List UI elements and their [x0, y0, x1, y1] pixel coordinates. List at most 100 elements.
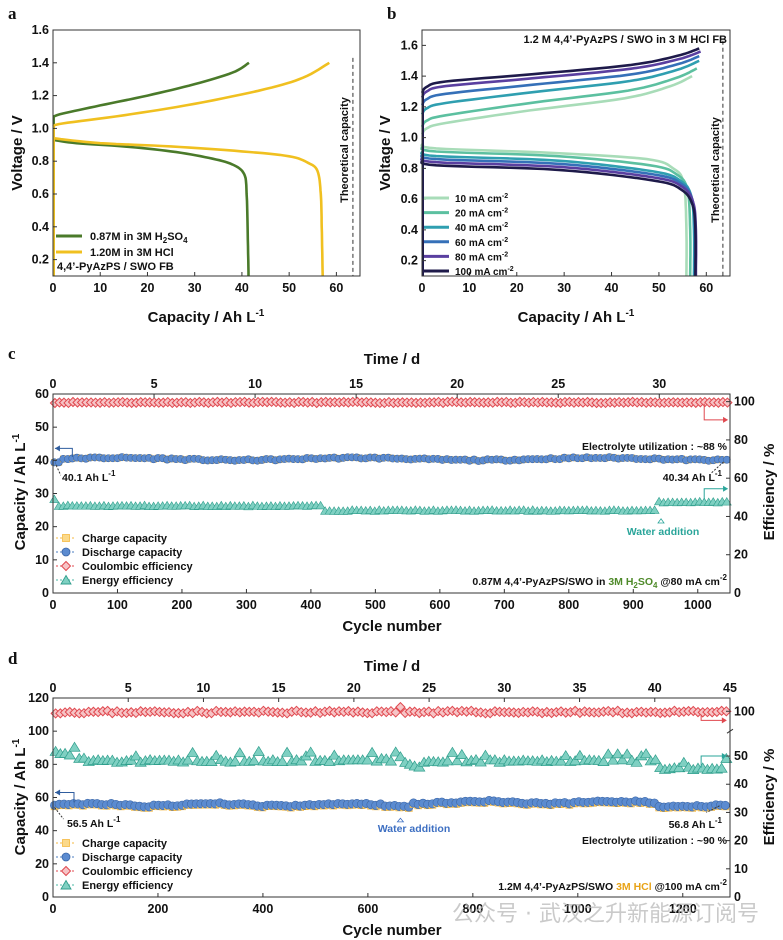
ee-point — [181, 754, 194, 765]
discharge-point — [720, 800, 730, 810]
panel-c-utilization: Electrolyte utilization : ~88 % — [582, 441, 728, 453]
top-tick-label: 10 — [248, 377, 262, 391]
y-tick-label: 60 — [35, 387, 49, 401]
ce-marker — [395, 701, 406, 713]
water-addition-marker — [396, 817, 405, 823]
charge-curve — [52, 61, 250, 119]
x-tick-label: 200 — [148, 902, 169, 916]
ee-point — [315, 500, 326, 510]
ee-point — [233, 747, 246, 758]
ee-point — [621, 748, 634, 759]
legend-label: 10 mA cm-2 — [455, 193, 508, 205]
x-tick-label: 600 — [429, 598, 450, 612]
charge-curve — [52, 61, 330, 128]
ee-point — [474, 756, 487, 767]
x-tick-label: 50 — [652, 281, 666, 295]
y-tick-label: 1.6 — [401, 38, 418, 52]
panel-a-ticks: 0 10 20 30 40 50 60 0.2 0.4 0.6 0.8 1.0 1.2 1.4 1.6 — [32, 23, 344, 295]
arrow-right-ce — [703, 403, 728, 421]
ee-point — [295, 755, 308, 766]
x-tick-label: 40 — [235, 281, 249, 295]
ee-point — [597, 755, 610, 766]
y-tick-label: 0 — [42, 890, 49, 904]
legend-label: 60 mA cm-2 — [455, 237, 508, 249]
ee-point — [361, 754, 374, 765]
y-tick-label: 0.4 — [32, 220, 49, 234]
start-pointer — [55, 465, 62, 476]
arrow-head-left — [55, 789, 61, 796]
y2-tick-label: 20 — [734, 834, 748, 848]
ee-point — [721, 497, 732, 506]
x-tick-label: 900 — [623, 598, 644, 612]
ce-marker — [102, 705, 113, 717]
panel-d-utilization: Electrolyte utilization : ~90 % — [582, 835, 728, 847]
panel-d-ylabel: Capacity / Ah L-1 — [11, 738, 29, 855]
ee-point — [649, 754, 662, 765]
panel-c-ylabel2: Efficiency / % — [761, 444, 778, 541]
legend-label: Discharge capacity — [82, 852, 183, 864]
top-tick-label: 5 — [125, 681, 132, 695]
y-tick-label: 1.6 — [32, 23, 49, 37]
end-pointer — [710, 461, 724, 474]
y-tick-label: 20 — [35, 857, 49, 871]
y-tick-label: 40 — [35, 824, 49, 838]
panel-b-ylabel: Voltage / V — [377, 115, 394, 191]
ce-marker — [60, 560, 72, 572]
y-tick-label: 30 — [35, 487, 49, 501]
axis-break-mark — [726, 728, 734, 734]
discharge-curve — [420, 159, 697, 276]
start-pointer — [54, 807, 64, 820]
arrow-right-ee — [700, 755, 726, 768]
y-tick-label: 10 — [35, 553, 49, 567]
x-tick-label: 700 — [494, 598, 515, 612]
panel-label-a: a — [8, 4, 17, 23]
panel-d-plot — [49, 701, 733, 823]
ee-point — [639, 748, 653, 759]
panel-d-top-xlabel: Time / d — [364, 658, 420, 675]
arrow-left-capacity — [55, 792, 75, 803]
y-tick-label: 0.8 — [32, 154, 49, 168]
panel-a-theoretical-label: Theoretical capacity — [339, 96, 351, 203]
top-tick-label: 20 — [347, 681, 361, 695]
arrow-right-ee — [703, 488, 728, 500]
x-tick-label: 0 — [50, 281, 57, 295]
ee-point — [573, 749, 587, 760]
arrow-head-right-ee — [721, 753, 727, 760]
top-tick-label: 10 — [196, 681, 210, 695]
legend-label: 20 mA cm-2 — [455, 208, 508, 220]
y-tick-label: 0.2 — [401, 254, 418, 268]
ee-point — [441, 755, 454, 766]
x-tick-label: 60 — [699, 281, 713, 295]
legend-label: 40 mA cm-2 — [455, 222, 508, 234]
y-tick-label: 0.8 — [401, 161, 418, 175]
ee-point — [247, 755, 261, 766]
ee-point — [276, 755, 289, 766]
discharge-point — [722, 455, 731, 464]
ee-point — [606, 754, 620, 765]
top-tick-label: 25 — [422, 681, 436, 695]
panel-label-b: b — [387, 4, 396, 23]
top-tick-label: 35 — [573, 681, 587, 695]
y2-tick-label: 0 — [734, 586, 741, 600]
panel-b-title: 1.2 M 4,4’-PyAzPS / SWO in 3 M HCl FB — [523, 34, 727, 46]
panel-c-ticks: 0 100 200 300 400 500 600 700 800 900 100001020304… — [35, 377, 755, 612]
arrow-head-left — [54, 445, 60, 452]
ee-point — [280, 746, 294, 757]
panel-b-plot — [419, 40, 724, 277]
y2-tick-label: 80 — [734, 433, 748, 447]
water-addition-marker — [657, 518, 665, 524]
panel-c-start-capacity: 40.1 Ah L-1 — [62, 469, 116, 484]
charge-curve — [420, 67, 698, 128]
ee-point — [450, 755, 464, 766]
ee-point — [455, 748, 468, 759]
ee-point — [323, 755, 336, 766]
y2-tick-label: 10 — [734, 862, 748, 876]
ee-point — [328, 749, 341, 760]
x-tick-label: 800 — [558, 598, 579, 612]
y-tick-label: 0.2 — [32, 253, 49, 267]
arrow-right-ce — [700, 714, 726, 721]
ee-point — [384, 755, 398, 766]
ee-point — [210, 749, 223, 760]
y-tick-label: 1.2 — [32, 89, 49, 103]
y-tick-label: 0.6 — [401, 192, 418, 206]
